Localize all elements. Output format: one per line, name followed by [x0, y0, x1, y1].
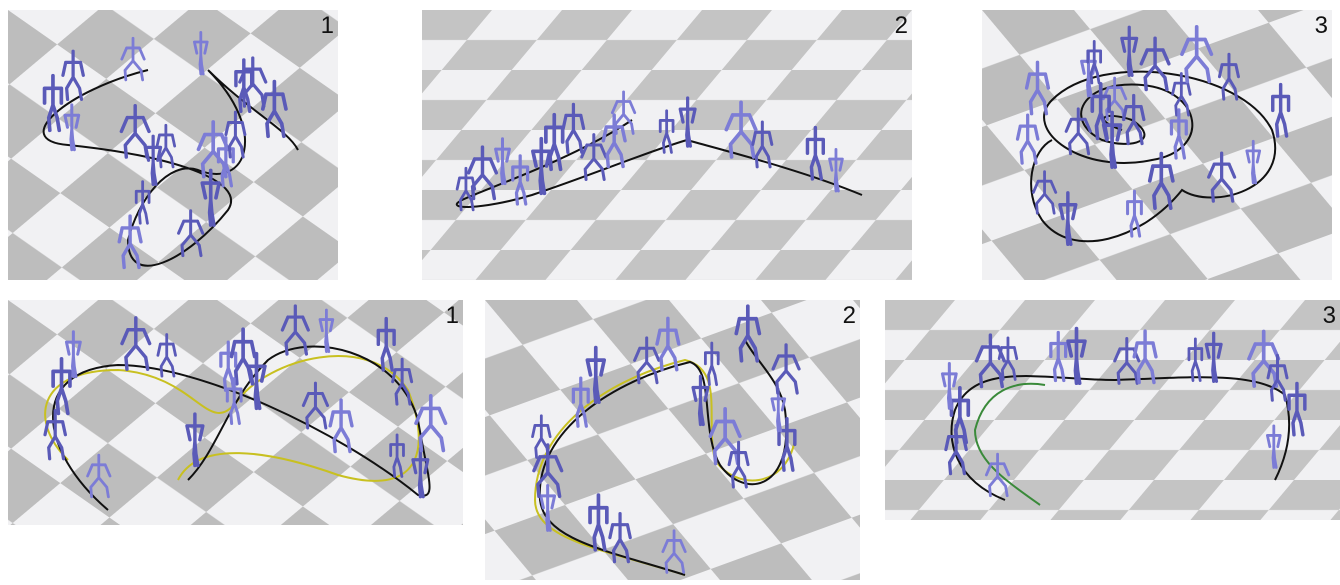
- panel: 3: [885, 300, 1340, 520]
- floor: [422, 10, 912, 280]
- panel-label: 1: [446, 302, 459, 329]
- panel: 2: [485, 300, 860, 580]
- panel: 3: [982, 10, 1332, 280]
- panel: 2: [422, 10, 912, 280]
- panel-label: 3: [1315, 12, 1328, 39]
- panel: 1: [8, 10, 338, 280]
- panel-label: 3: [1323, 302, 1336, 329]
- panel: 1: [8, 300, 463, 525]
- panel-label: 1: [321, 12, 334, 39]
- panel-label: 2: [843, 302, 856, 329]
- figure: 1 2 3 1 2 3 (() => { const data = JSON.p…: [0, 0, 1340, 585]
- panel-label: 2: [895, 12, 908, 39]
